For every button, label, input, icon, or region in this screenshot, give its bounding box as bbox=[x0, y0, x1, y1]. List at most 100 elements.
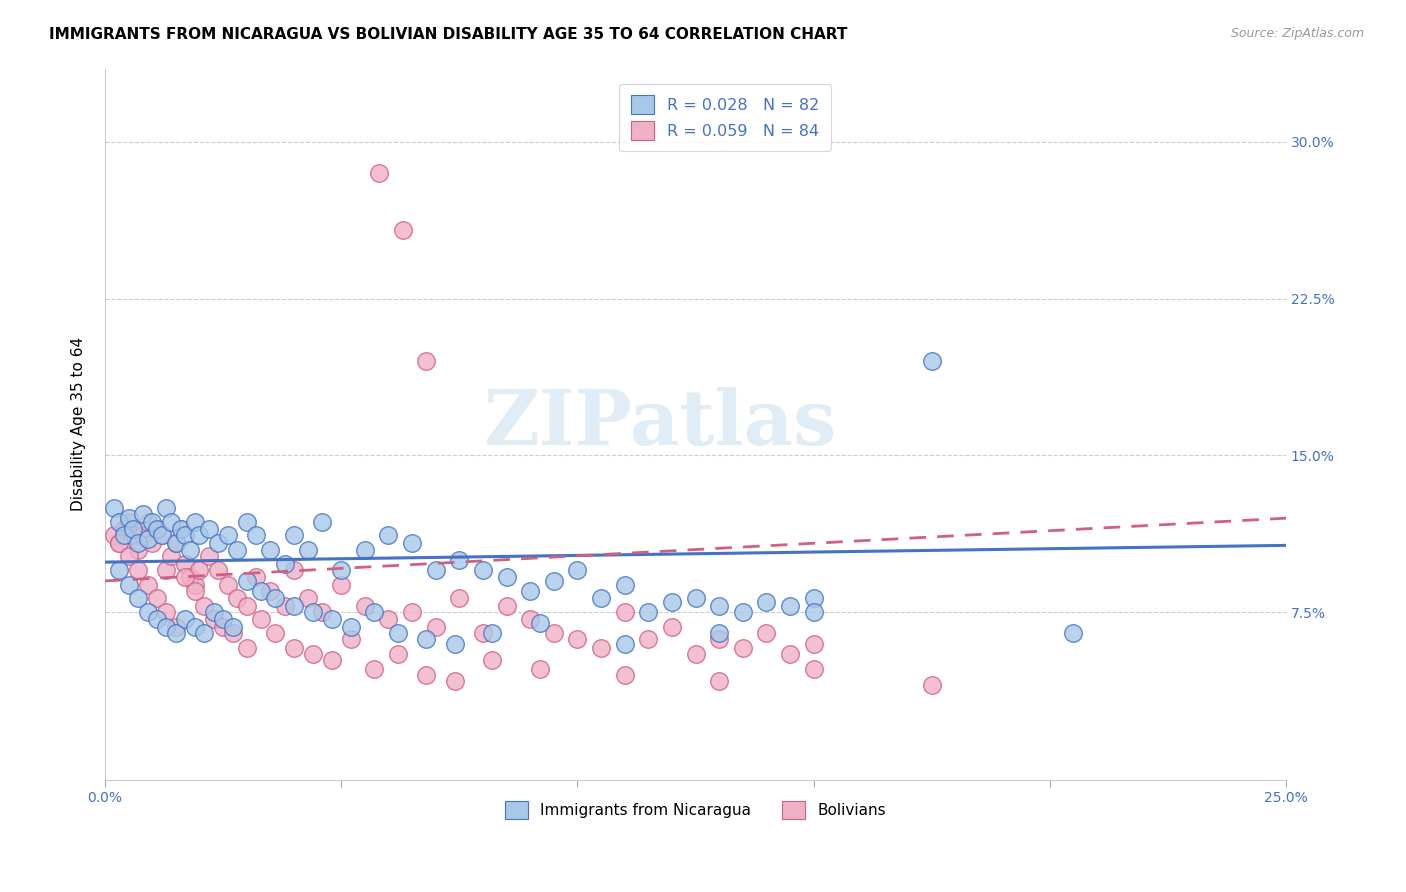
Point bbox=[174, 570, 197, 584]
Point bbox=[297, 591, 319, 605]
Point bbox=[150, 528, 173, 542]
Point bbox=[155, 564, 177, 578]
Point bbox=[529, 662, 551, 676]
Point bbox=[235, 640, 257, 655]
Point bbox=[174, 557, 197, 571]
Point bbox=[529, 615, 551, 630]
Point bbox=[311, 605, 333, 619]
Point bbox=[637, 605, 659, 619]
Point bbox=[132, 528, 155, 542]
Point bbox=[302, 605, 325, 619]
Point bbox=[193, 599, 215, 613]
Point bbox=[136, 605, 159, 619]
Point bbox=[567, 564, 589, 578]
Point bbox=[685, 647, 707, 661]
Point bbox=[495, 599, 517, 613]
Point bbox=[449, 553, 471, 567]
Point bbox=[160, 549, 183, 563]
Y-axis label: Disability Age 35 to 64: Disability Age 35 to 64 bbox=[72, 337, 86, 511]
Point bbox=[103, 528, 125, 542]
Point bbox=[471, 564, 494, 578]
Point bbox=[755, 626, 778, 640]
Point bbox=[165, 536, 187, 550]
Point bbox=[202, 605, 225, 619]
Point bbox=[245, 570, 267, 584]
Point bbox=[283, 528, 305, 542]
Point bbox=[273, 557, 295, 571]
Point bbox=[136, 516, 159, 530]
Point bbox=[184, 578, 207, 592]
Point bbox=[259, 584, 281, 599]
Point bbox=[425, 564, 447, 578]
Point bbox=[193, 626, 215, 640]
Point bbox=[613, 578, 636, 592]
Text: ZIPatlas: ZIPatlas bbox=[484, 387, 837, 461]
Point bbox=[127, 564, 149, 578]
Point bbox=[226, 591, 249, 605]
Point bbox=[127, 591, 149, 605]
Point bbox=[321, 653, 343, 667]
Point bbox=[136, 532, 159, 546]
Point bbox=[250, 611, 273, 625]
Point bbox=[146, 591, 169, 605]
Point bbox=[207, 564, 229, 578]
Point bbox=[377, 528, 399, 542]
Point bbox=[165, 620, 187, 634]
Point bbox=[117, 549, 139, 563]
Point bbox=[207, 536, 229, 550]
Point bbox=[779, 599, 801, 613]
Point bbox=[155, 620, 177, 634]
Point bbox=[330, 578, 353, 592]
Point bbox=[803, 591, 825, 605]
Point bbox=[141, 536, 163, 550]
Point bbox=[443, 637, 465, 651]
Point bbox=[495, 570, 517, 584]
Point bbox=[707, 674, 730, 689]
Point bbox=[363, 662, 385, 676]
Point bbox=[165, 626, 187, 640]
Point bbox=[353, 599, 375, 613]
Point bbox=[179, 542, 201, 557]
Point bbox=[471, 626, 494, 640]
Point bbox=[779, 647, 801, 661]
Point bbox=[245, 528, 267, 542]
Point bbox=[217, 528, 239, 542]
Point bbox=[235, 516, 257, 530]
Point bbox=[108, 536, 131, 550]
Point bbox=[731, 605, 754, 619]
Point bbox=[212, 620, 235, 634]
Point bbox=[117, 516, 139, 530]
Point bbox=[637, 632, 659, 647]
Point bbox=[155, 500, 177, 515]
Point bbox=[330, 564, 353, 578]
Point bbox=[302, 647, 325, 661]
Point bbox=[481, 653, 503, 667]
Point bbox=[377, 611, 399, 625]
Point bbox=[391, 222, 413, 236]
Point bbox=[165, 536, 187, 550]
Point bbox=[443, 674, 465, 689]
Point bbox=[184, 516, 207, 530]
Text: IMMIGRANTS FROM NICARAGUA VS BOLIVIAN DISABILITY AGE 35 TO 64 CORRELATION CHART: IMMIGRANTS FROM NICARAGUA VS BOLIVIAN DI… bbox=[49, 27, 848, 42]
Point bbox=[235, 599, 257, 613]
Point bbox=[803, 662, 825, 676]
Point bbox=[567, 632, 589, 647]
Legend: Immigrants from Nicaragua, Bolivians: Immigrants from Nicaragua, Bolivians bbox=[499, 795, 891, 825]
Point bbox=[184, 584, 207, 599]
Point bbox=[685, 591, 707, 605]
Point bbox=[250, 584, 273, 599]
Point bbox=[803, 637, 825, 651]
Point bbox=[661, 620, 683, 634]
Point bbox=[117, 511, 139, 525]
Point bbox=[174, 528, 197, 542]
Point bbox=[212, 611, 235, 625]
Point bbox=[122, 528, 145, 542]
Point bbox=[707, 632, 730, 647]
Point bbox=[103, 500, 125, 515]
Point bbox=[613, 668, 636, 682]
Point bbox=[321, 611, 343, 625]
Point bbox=[217, 578, 239, 592]
Point bbox=[226, 542, 249, 557]
Point bbox=[108, 516, 131, 530]
Point bbox=[169, 522, 191, 536]
